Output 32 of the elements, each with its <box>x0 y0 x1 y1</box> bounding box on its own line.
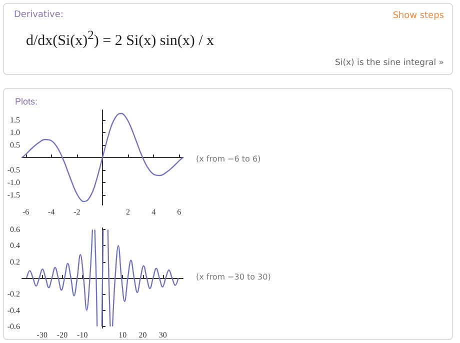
y-tick-label: 1.5 <box>10 116 20 124</box>
x-tick-label: -4 <box>48 208 55 216</box>
y-tick-label: -0.4 <box>7 306 20 315</box>
chart-title: Plots: <box>15 96 38 106</box>
x-tick-label: -6 <box>22 208 30 216</box>
text: Show steps <box>392 11 444 21</box>
x-tick-label: 10 <box>118 330 127 340</box>
y-tick-label: 0.2 <box>10 257 20 266</box>
y-tick-label: 0.6 <box>10 225 20 234</box>
x-tick-label: 6 <box>177 208 182 216</box>
x-tick-label: -10 <box>77 330 88 340</box>
x-tick-label: 2 <box>126 208 130 216</box>
text: (x from −6 to 6) <box>196 154 261 164</box>
x-tick-label: 20 <box>138 330 147 340</box>
y-tick-label: -0.5 <box>7 166 20 174</box>
y-tick-label: -1.5 <box>7 190 20 200</box>
y-tick-label: 0.5 <box>10 140 20 150</box>
y-tick-label: -0.6 <box>7 322 20 331</box>
x-tick-label: -2 <box>74 208 80 216</box>
y-tick-label: -0.2 <box>7 290 20 299</box>
x-tick-label: -20 <box>56 330 68 340</box>
text: d/dx(Si(x)$^{2}$) = 2 Si(x) sin(x) / x <box>26 28 214 50</box>
y-tick-label: 0.4 <box>10 241 20 250</box>
y-tick-label: 1.0 <box>10 128 20 137</box>
x-tick-label: 4 <box>152 208 156 216</box>
y-tick-label: -1.0 <box>7 178 20 187</box>
text: Si(x) is the sine integral » <box>334 58 444 68</box>
x-tick-label: -30 <box>36 330 48 340</box>
text: Derivative: <box>14 10 64 20</box>
x-tick-label: 30 <box>158 330 167 340</box>
line-series <box>22 112 184 202</box>
text: (x from −30 to 30) <box>196 272 271 282</box>
